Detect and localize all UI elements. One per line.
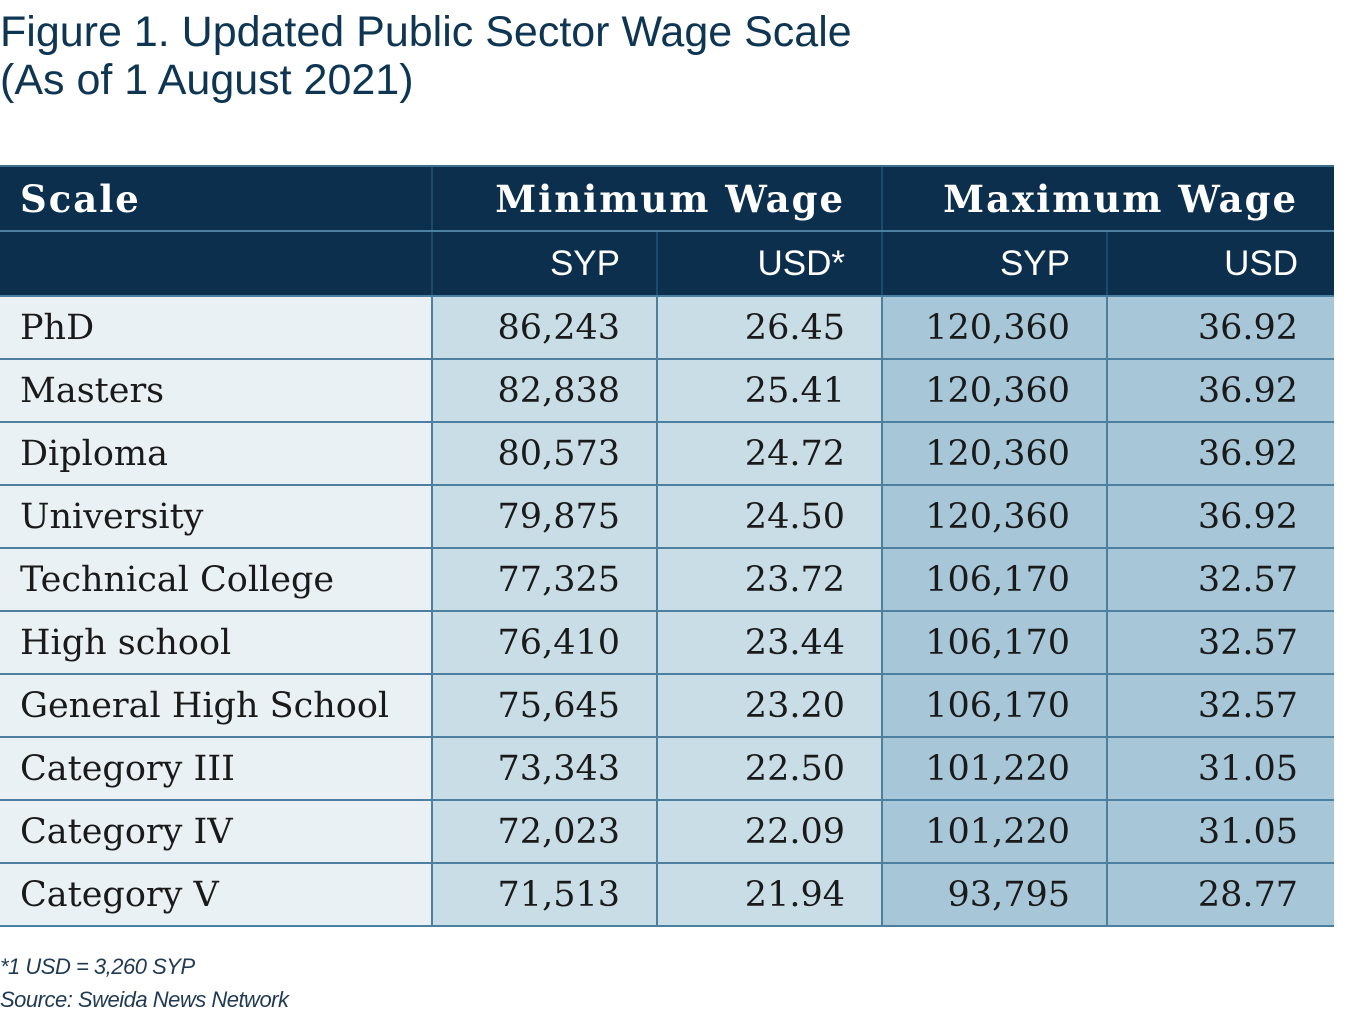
scale-cell: High school <box>0 611 433 675</box>
header-min-syp: SYP <box>431 231 657 297</box>
table-row: Category IV 72,023 22.09 101,220 31.05 <box>0 800 1335 864</box>
header-scale: Scale <box>0 165 432 232</box>
header-maximum-wage: Maximum Wage <box>880 165 1335 232</box>
scale-cell: Category V <box>0 863 433 927</box>
header-row-groups: Scale Minimum Wage Maximum Wage <box>0 165 1335 232</box>
max-usd-cell: 32.57 <box>1107 611 1335 675</box>
table-row: Diploma 80,573 24.72 120,360 36.92 <box>0 422 1335 486</box>
max-syp-cell: 120,360 <box>881 296 1108 360</box>
min-syp-cell: 79,875 <box>432 485 658 549</box>
max-usd-cell: 32.57 <box>1107 548 1335 612</box>
source-note: Source: Sweida News Network <box>0 987 289 1012</box>
max-usd-cell: 28.77 <box>1107 863 1335 927</box>
min-syp-cell: 73,343 <box>432 737 658 801</box>
max-syp-cell: 101,220 <box>881 737 1108 801</box>
max-syp-cell: 93,795 <box>881 863 1108 927</box>
min-syp-cell: 72,023 <box>432 800 658 864</box>
table-row: Category III 73,343 22.50 101,220 31.05 <box>0 737 1335 801</box>
min-usd-cell: 25.41 <box>657 359 882 423</box>
max-syp-cell: 120,360 <box>881 485 1108 549</box>
scale-cell: Category III <box>0 737 433 801</box>
min-usd-cell: 22.09 <box>657 800 882 864</box>
header-max-usd: USD <box>1105 231 1335 297</box>
min-usd-cell: 24.72 <box>657 422 882 486</box>
table-row: Category V 71,513 21.94 93,795 28.77 <box>0 863 1335 927</box>
min-syp-cell: 76,410 <box>432 611 658 675</box>
max-syp-cell: 101,220 <box>881 800 1108 864</box>
max-syp-cell: 120,360 <box>881 359 1108 423</box>
scale-cell: Diploma <box>0 422 433 486</box>
max-usd-cell: 32.57 <box>1107 674 1335 738</box>
table-notes: *1 USD = 3,260 SYP Source: Sweida News N… <box>0 950 289 1016</box>
min-syp-cell: 82,838 <box>432 359 658 423</box>
wage-scale-table: Scale Minimum Wage Maximum Wage SYP USD*… <box>0 165 1335 927</box>
scale-cell: University <box>0 485 433 549</box>
header-row-currency: SYP USD* SYP USD <box>0 231 1335 297</box>
min-usd-cell: 21.94 <box>657 863 882 927</box>
header-max-syp: SYP <box>881 231 1107 297</box>
header-empty <box>0 231 432 297</box>
scale-cell: Category IV <box>0 800 433 864</box>
min-usd-cell: 23.72 <box>657 548 882 612</box>
min-usd-cell: 26.45 <box>657 296 882 360</box>
max-syp-cell: 120,360 <box>881 422 1108 486</box>
min-usd-cell: 24.50 <box>657 485 882 549</box>
table-row: PhD 86,243 26.45 120,360 36.92 <box>0 296 1335 360</box>
title-line-2: (As of 1 August 2021) <box>0 56 414 104</box>
scale-cell: Technical College <box>0 548 433 612</box>
min-syp-cell: 77,325 <box>432 548 658 612</box>
header-min-usd: USD* <box>656 231 882 297</box>
max-syp-cell: 106,170 <box>881 674 1108 738</box>
max-usd-cell: 36.92 <box>1107 422 1335 486</box>
table-row: High school 76,410 23.44 106,170 32.57 <box>0 611 1335 675</box>
min-syp-cell: 80,573 <box>432 422 658 486</box>
table-row: Masters 82,838 25.41 120,360 36.92 <box>0 359 1335 423</box>
min-syp-cell: 75,645 <box>432 674 658 738</box>
title-line-1: Figure 1. Updated Public Sector Wage Sca… <box>0 8 852 56</box>
max-syp-cell: 106,170 <box>881 548 1108 612</box>
table-row: General High School 75,645 23.20 106,170… <box>0 674 1335 738</box>
min-usd-cell: 23.20 <box>657 674 882 738</box>
max-usd-cell: 31.05 <box>1107 800 1335 864</box>
scale-cell: PhD <box>0 296 433 360</box>
table-row: University 79,875 24.50 120,360 36.92 <box>0 485 1335 549</box>
max-usd-cell: 31.05 <box>1107 737 1335 801</box>
header-minimum-wage: Minimum Wage <box>431 165 882 232</box>
max-syp-cell: 106,170 <box>881 611 1108 675</box>
min-usd-cell: 22.50 <box>657 737 882 801</box>
scale-cell: Masters <box>0 359 433 423</box>
min-syp-cell: 71,513 <box>432 863 658 927</box>
figure-title: Figure 1. Updated Public Sector Wage Sca… <box>0 8 852 104</box>
max-usd-cell: 36.92 <box>1107 359 1335 423</box>
exchange-rate-footnote: *1 USD = 3,260 SYP <box>0 954 195 979</box>
min-syp-cell: 86,243 <box>432 296 658 360</box>
max-usd-cell: 36.92 <box>1107 485 1335 549</box>
scale-cell: General High School <box>0 674 433 738</box>
table-row: Technical College 77,325 23.72 106,170 3… <box>0 548 1335 612</box>
max-usd-cell: 36.92 <box>1107 296 1335 360</box>
min-usd-cell: 23.44 <box>657 611 882 675</box>
